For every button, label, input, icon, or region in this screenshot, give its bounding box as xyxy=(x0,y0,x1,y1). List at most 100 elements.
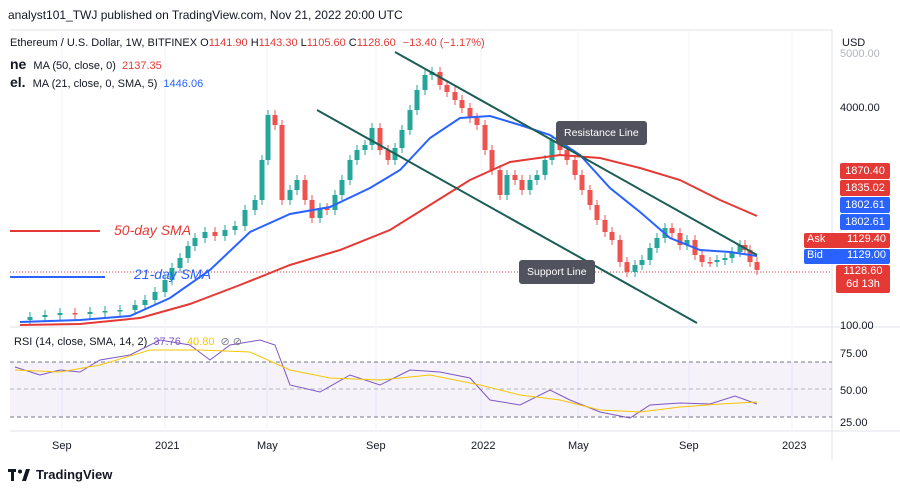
ohlc-key-h: H xyxy=(247,37,259,49)
rsi-tick-50: 50.00 xyxy=(840,385,868,397)
ma21-label: MA (21, close, 0, SMA, 5) xyxy=(32,78,158,90)
candle-body xyxy=(132,305,138,310)
time-label: Sep xyxy=(679,440,699,452)
candle-body xyxy=(594,205,600,220)
support-trendline xyxy=(316,109,698,324)
candle-body xyxy=(632,265,638,272)
price-tick-4000: 4000.00 xyxy=(840,102,880,114)
support-callout[interactable]: Support Line xyxy=(519,260,595,284)
time-label: 2023 xyxy=(782,440,807,452)
symbol-title: Ethereum / U.S. Dollar, 1W, BITFINEX xyxy=(10,37,198,49)
rsi-sma-line xyxy=(14,349,758,413)
visibility-icon[interactable]: ⊘ ⊘ xyxy=(220,336,243,348)
sma50-annotation: 50-day SMA xyxy=(114,222,192,238)
candle-body xyxy=(162,280,168,292)
candle-body xyxy=(102,311,108,313)
sma21-annotation: 21-day SMA xyxy=(134,266,212,282)
bid-value: 1129.00 xyxy=(847,249,886,261)
candle-body xyxy=(324,208,330,210)
candle-body xyxy=(169,268,175,280)
candle-body xyxy=(192,238,198,246)
rsi-tick-75: 75.00 xyxy=(840,348,868,360)
candle-body xyxy=(347,160,353,180)
candle-body xyxy=(294,180,300,190)
candle-body xyxy=(302,180,308,200)
candle-body xyxy=(534,175,540,180)
candle-body xyxy=(459,100,465,108)
candle-body xyxy=(474,118,480,125)
candle-body xyxy=(669,228,675,233)
candle-body xyxy=(177,258,183,268)
candle-body xyxy=(399,130,405,148)
candle-body xyxy=(222,230,228,236)
candle-body xyxy=(142,300,148,305)
candle-body xyxy=(407,110,413,130)
candle-body xyxy=(549,140,555,160)
ask-tag: Ask 1129.40 xyxy=(804,233,890,248)
candle-body xyxy=(339,180,345,195)
candle-body xyxy=(377,128,383,150)
candle-body xyxy=(747,250,753,262)
time-label: May xyxy=(568,440,589,452)
price-change: −13.40 (−1.17%) xyxy=(402,37,485,49)
candle-body xyxy=(452,92,458,100)
candle-body xyxy=(202,232,208,238)
candle-body xyxy=(602,220,608,232)
candle-body xyxy=(737,245,743,252)
candle-body xyxy=(754,262,760,270)
candle-body xyxy=(504,175,510,195)
ma21-tag-1: 1802.61 xyxy=(840,197,890,213)
candle-body xyxy=(489,150,495,170)
candle-body xyxy=(309,200,315,218)
time-label: 2022 xyxy=(471,440,496,452)
price-tick-100: 100.00 xyxy=(840,320,874,332)
candle-body xyxy=(279,125,285,200)
ohlc-value-l: 1105.60 xyxy=(306,37,346,49)
price-axis[interactable]: USD 5000.00 4000.00 100.00 75.00 50.00 2… xyxy=(832,30,900,460)
candle-body xyxy=(87,312,93,314)
candle-body xyxy=(617,240,623,262)
time-label: 2021 xyxy=(155,440,180,452)
last-price-tag: 1128.60 6d 13h xyxy=(836,265,890,293)
candle-body xyxy=(259,160,265,200)
candle-body xyxy=(579,175,585,190)
candle-body xyxy=(729,252,735,258)
candle-body xyxy=(252,200,258,210)
candle-body xyxy=(212,232,218,236)
candle-body xyxy=(385,150,391,160)
candle-body xyxy=(317,208,323,218)
candle-body xyxy=(467,108,473,118)
candle-body xyxy=(699,255,705,262)
ohlc-key-o: O xyxy=(200,37,209,49)
candle-body xyxy=(444,85,450,92)
candle-body xyxy=(265,115,271,160)
rsi-line xyxy=(14,339,758,419)
brand-name: TradingView xyxy=(36,467,113,482)
rsi-legend: RSI (14, close, SMA, 14, 2) 37.76 40.80 … xyxy=(14,335,242,348)
candle-body xyxy=(497,170,503,195)
candle-body xyxy=(572,160,578,175)
candle-body xyxy=(422,75,428,90)
ask-label: Ask xyxy=(807,233,826,245)
footer-brand[interactable]: TradingView xyxy=(8,467,112,482)
candle-body xyxy=(152,292,158,300)
ohlc-key-l: L xyxy=(297,37,307,49)
candle-body xyxy=(272,115,278,125)
candle-body xyxy=(624,262,630,272)
candle-body xyxy=(587,190,593,205)
candle-body xyxy=(722,258,728,260)
resistance-trendline xyxy=(394,51,758,256)
candle-body xyxy=(232,226,238,230)
resistance-callout[interactable]: Resistance Line xyxy=(556,121,647,145)
ohlc-value-c: 1128.60 xyxy=(356,37,396,49)
candle-body xyxy=(714,260,720,262)
cut-text-1: ne xyxy=(10,56,27,72)
publisher-bar: analyst101_TWJ published on TradingView.… xyxy=(0,0,900,30)
candle-body xyxy=(72,313,78,315)
ma21-value: 1446.06 xyxy=(163,78,204,90)
bid-label: Bid xyxy=(807,249,823,261)
bid-tag: Bid 1129.00 xyxy=(804,249,890,264)
ohlc-value-h: 1143.30 xyxy=(258,37,298,49)
candle-body xyxy=(437,72,443,85)
